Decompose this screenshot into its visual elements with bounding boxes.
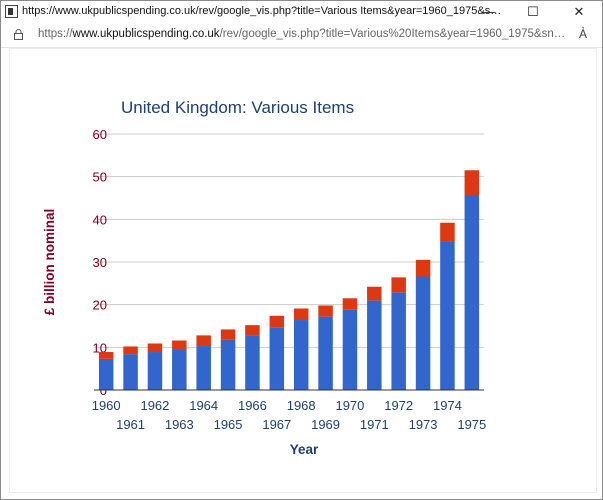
x-tick-label: 1967: [262, 417, 291, 432]
bar-upper-segment[interactable]: [367, 286, 382, 301]
chart-title: United Kingdom: Various Items: [121, 98, 354, 117]
chart: United Kingdom: Various Items 0102030405…: [42, 98, 487, 457]
bar-upper-segment[interactable]: [196, 335, 211, 347]
bar-lower-segment[interactable]: [440, 241, 455, 390]
bar-lower-segment[interactable]: [367, 300, 382, 390]
bar-lower-segment[interactable]: [196, 346, 211, 390]
x-tick-label: 1960: [92, 398, 121, 413]
x-tick-label: 1961: [116, 417, 145, 432]
bar-upper-segment[interactable]: [269, 315, 285, 328]
x-tick-label: 1963: [165, 417, 194, 432]
bar-upper-segment[interactable]: [293, 308, 309, 321]
y-tick-label: 30: [93, 255, 107, 270]
bar-lower-segment[interactable]: [391, 292, 406, 390]
bar-upper-segment[interactable]: [245, 325, 260, 336]
bar-lower-segment[interactable]: [245, 335, 260, 390]
y-tick-label: 20: [93, 298, 107, 313]
x-tick-label: 1968: [287, 398, 316, 413]
address-bar[interactable]: https://www.ukpublicspending.co.uk/rev/g…: [1, 23, 602, 48]
minimize-button[interactable]: —: [482, 4, 496, 19]
x-tick-label: 1962: [140, 398, 169, 413]
bar-upper-segment[interactable]: [147, 343, 163, 353]
bars: [98, 170, 480, 390]
app-icon: [5, 5, 18, 18]
title-bar: https://www.ukpublicspending.co.uk/rev/g…: [1, 1, 602, 23]
y-tick-label: 40: [93, 212, 107, 227]
x-tick-label: 1972: [384, 398, 413, 413]
bar-lower-segment[interactable]: [293, 320, 309, 390]
bar-lower-segment[interactable]: [318, 316, 333, 390]
window-title: https://www.ukpublicspending.co.uk/rev/g…: [22, 5, 502, 17]
bar-lower-segment[interactable]: [342, 309, 358, 390]
bar-upper-segment[interactable]: [123, 346, 138, 355]
bar-upper-segment[interactable]: [464, 170, 480, 196]
lock-icon: [14, 29, 23, 40]
bar-upper-segment[interactable]: [440, 222, 455, 242]
bar-lower-segment[interactable]: [172, 349, 187, 390]
bar-upper-segment[interactable]: [342, 298, 358, 310]
y-tick-label: 50: [93, 170, 107, 185]
x-tick-label: 1973: [409, 417, 438, 432]
bar-upper-segment[interactable]: [318, 305, 333, 317]
bar-lower-segment[interactable]: [220, 339, 236, 390]
bar-upper-segment[interactable]: [415, 259, 431, 277]
x-axis-ticks: 1960 1961 1962 1963 1964 1965 1966 1967 1968 1969…: [92, 398, 487, 432]
url-host: www.ukpublicspending.co.uk: [72, 28, 220, 40]
x-tick-label: 1975: [457, 417, 486, 432]
bar-lower-segment[interactable]: [98, 358, 114, 390]
x-tick-label: 1966: [238, 398, 267, 413]
bar-upper-segment[interactable]: [98, 352, 114, 359]
y-axis-label: £ billion nominal: [42, 209, 57, 316]
bar-lower-segment[interactable]: [415, 276, 431, 390]
url-prefix: https://: [38, 28, 73, 40]
x-tick-label: 1971: [360, 417, 389, 432]
close-button[interactable]: ✕: [573, 4, 585, 19]
x-tick-label: 1970: [335, 398, 364, 413]
y-tick-label: 60: [93, 127, 107, 142]
x-tick-label: 1965: [214, 417, 243, 432]
bar-upper-segment[interactable]: [391, 277, 406, 293]
x-tick-label: 1964: [189, 398, 218, 413]
bar-lower-segment[interactable]: [269, 327, 285, 390]
url-path: /rev/google_vis.php?title=Various%20Item…: [219, 28, 568, 40]
x-tick-label: 1969: [311, 417, 340, 432]
read-aloud-icon[interactable]: A҆: [579, 27, 588, 41]
maximize-button[interactable]: ☐: [527, 4, 539, 19]
bar-lower-segment[interactable]: [464, 195, 480, 390]
x-tick-label: 1974: [433, 398, 462, 413]
x-axis-label: Year: [290, 442, 319, 457]
url-text[interactable]: https://www.ukpublicspending.co.uk/rev/g…: [38, 28, 568, 40]
bar-lower-segment[interactable]: [123, 354, 138, 390]
bar-lower-segment[interactable]: [147, 352, 163, 390]
bar-upper-segment[interactable]: [172, 340, 187, 350]
page-content: United Kingdom: Various Items 0102030405…: [9, 48, 597, 493]
y-tick-label: 10: [93, 340, 107, 355]
bar-upper-segment[interactable]: [220, 329, 236, 340]
